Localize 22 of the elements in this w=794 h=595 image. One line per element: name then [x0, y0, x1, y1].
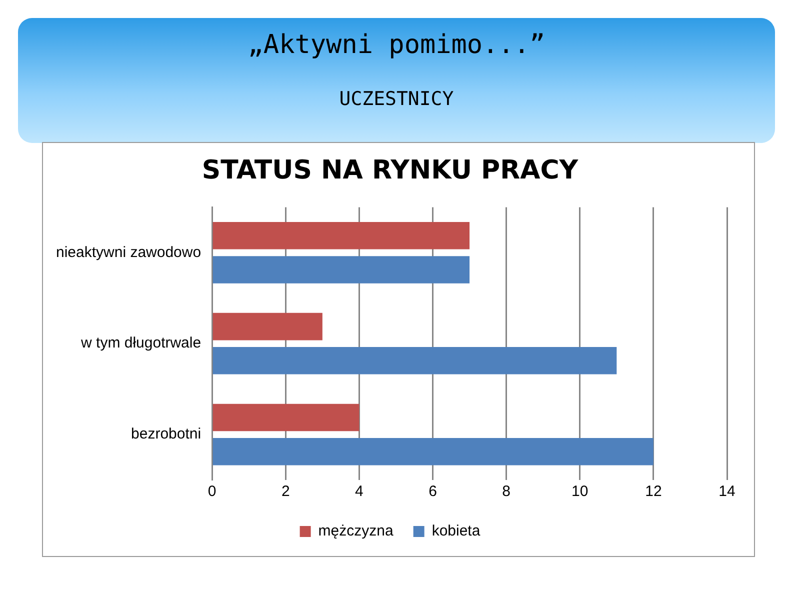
y-tick-label: nieaktywni zawodowo: [56, 244, 202, 261]
bar: [212, 256, 470, 284]
x-tick-label: 4: [355, 483, 364, 500]
x-tick-label: 10: [572, 483, 588, 500]
x-tick-label: 0: [208, 483, 216, 500]
chart-title: STATUS NA RYNKU PRACY: [202, 155, 580, 186]
legend-label: mężczyzna: [318, 522, 394, 540]
y-tick-label: bezrobotni: [131, 426, 202, 443]
x-tick-label: 8: [502, 483, 510, 500]
x-tick-label: 6: [428, 483, 437, 500]
bar: [212, 347, 617, 374]
text: UCZESTNICY: [338, 88, 455, 110]
bar: [212, 312, 322, 340]
x-tick-label: 12: [645, 483, 662, 500]
bar: [212, 438, 654, 466]
text: „Aktywni pomimo...”: [246, 30, 546, 60]
legend-label: kobieta: [432, 522, 481, 540]
bar: [212, 404, 360, 432]
bar: [212, 222, 470, 250]
x-tick-label: 14: [718, 483, 736, 500]
y-tick-label: w tym długotrwale: [80, 334, 202, 352]
x-tick-label: 2: [281, 483, 290, 500]
